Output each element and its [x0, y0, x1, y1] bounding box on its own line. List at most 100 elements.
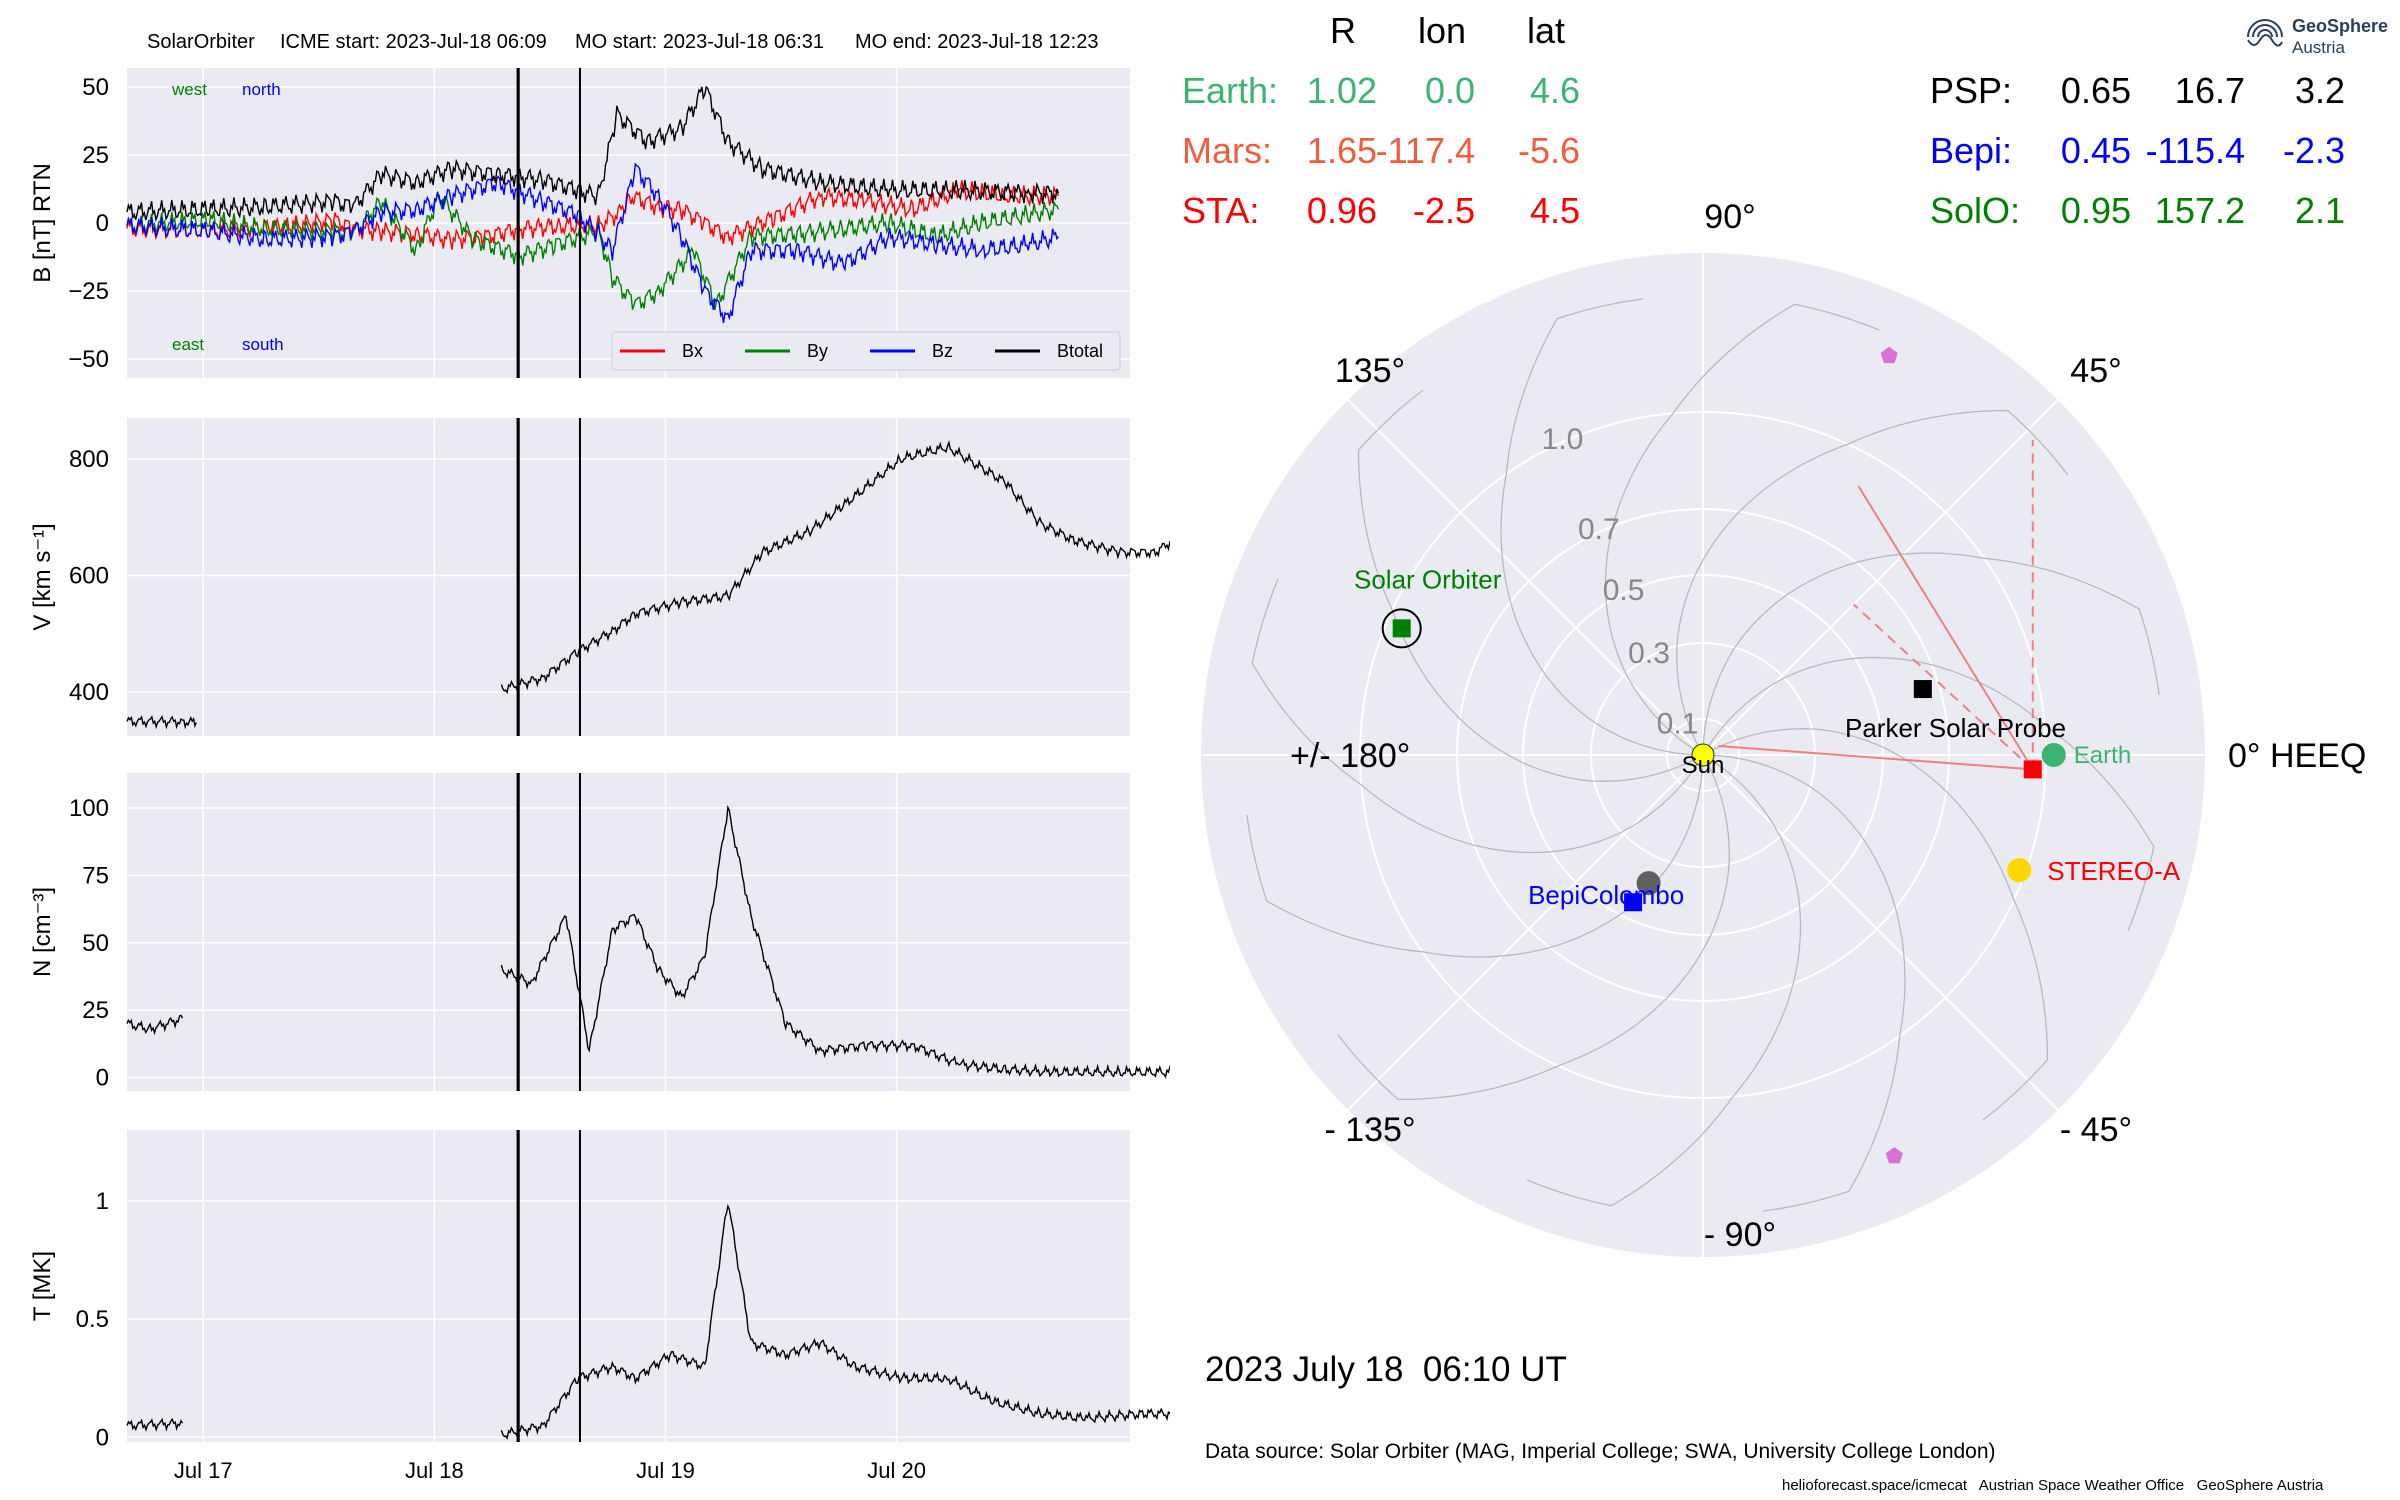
- header-icme-start: ICME start: 2023-Jul-18 06:09: [280, 31, 547, 53]
- temperature-panel: 0 0.5 1 Jul 17 Jul 18 Jul 19 Jul 20 T [MK]: [29, 1130, 1170, 1483]
- annotation-south: south: [242, 335, 284, 354]
- bepicolombo-marker: [1624, 893, 1643, 912]
- magnetic-field-panel: −50 −25 0 25 50 B [nT] RTN: [29, 68, 1130, 378]
- cme-front-line: [1852, 603, 2034, 771]
- parker-spiral: [1604, 303, 1880, 756]
- y-axis-label: N [cm⁻³]: [29, 887, 56, 977]
- timestamp: 2023 July 18 06:10 UT: [1205, 1350, 1567, 1389]
- logo-line2: Austria: [2292, 38, 2345, 57]
- parker-spiral: [1676, 409, 2069, 756]
- timeseries-figure: SolarOrbiter ICME start: 2023-Jul-18 06:…: [29, 31, 1170, 1483]
- series-line: [126, 714, 197, 730]
- parker-spiral: [1702, 728, 2049, 1121]
- solar-orbiter-label: Solar Orbiter: [1354, 564, 1502, 594]
- series-line: [500, 804, 1170, 1079]
- angle-label-45: 45°: [2070, 352, 2121, 390]
- bepicolombo-label: BepiColombo: [1528, 880, 1684, 910]
- radial-label: 0.7: [1578, 513, 1620, 546]
- legend-bz: Bz: [932, 341, 953, 361]
- cme-front-line: [1718, 745, 2033, 771]
- table-cell-lon: -115.4: [2145, 130, 2245, 171]
- parker-solar-probe-label: Parker Solar Probe: [1845, 713, 2066, 743]
- parker-spiral: [1500, 298, 1704, 756]
- parker-spiral: [1357, 389, 1704, 782]
- table-cell-lat: -2.3: [2282, 130, 2345, 171]
- annotation-east: east: [172, 335, 204, 354]
- table-cell-name: Bepi:: [1930, 130, 2013, 171]
- angle-label-180: +/- 180°: [1290, 737, 1410, 775]
- b-legend: Bx By Bz Btotal: [611, 331, 1121, 371]
- table-cell-lat: 2.1: [2294, 190, 2345, 231]
- table-cell-R: 1.02: [1306, 70, 1377, 111]
- parker-spiral: [1526, 754, 1802, 1207]
- earth-marker: [2041, 743, 2066, 767]
- y-tick-label: 0: [96, 210, 109, 237]
- angle-label-0: 0° HEEQ: [2228, 737, 2366, 775]
- stereo-a-marker: [2023, 760, 2042, 779]
- table-cell-lat: 4.5: [1529, 190, 1580, 231]
- body-marker: [1636, 871, 1661, 896]
- y-axis-label: B [nT] RTN: [29, 163, 56, 283]
- radial-label: 0.1: [1657, 708, 1699, 741]
- table-cell-lat: 4.6: [1529, 70, 1580, 111]
- y-tick-label: 50: [82, 930, 109, 957]
- radial-label: 1.0: [1542, 423, 1584, 456]
- table-cell-lon: 157.2: [2154, 190, 2245, 231]
- plot-area: [127, 773, 1130, 1091]
- annotation-north: north: [242, 80, 281, 99]
- x-tick-label: Jul 19: [636, 1458, 695, 1483]
- y-tick-label: 0: [96, 1424, 109, 1451]
- radial-label: 0.5: [1603, 574, 1645, 607]
- legend-by: By: [807, 341, 828, 361]
- header-mo-end: MO end: 2023-Jul-18 12:23: [855, 31, 1099, 53]
- plot-area: [127, 1130, 1130, 1442]
- logo-line1: GeoSphere: [2292, 16, 2389, 36]
- table-cell-R: 0.65: [2060, 70, 2131, 111]
- sun-marker: [1691, 743, 1715, 767]
- table-cell-lon: -2.5: [1412, 190, 1475, 231]
- table-cell-name: Earth:: [1182, 70, 1279, 111]
- table-cell-R: 0.95: [2060, 190, 2131, 231]
- table-cell-R: 0.45: [2060, 130, 2131, 171]
- y-tick-label: 800: [69, 446, 109, 473]
- table-cell-lon: -117.4: [1375, 130, 1475, 171]
- series-line: [126, 1417, 184, 1432]
- y-tick-label: 1: [96, 1188, 109, 1215]
- parker-spiral: [1337, 754, 1730, 1101]
- position-table: R lon lat Earth: 1.02 0.0 4.6 Mars: 1.65 -117.…: [0, 0, 2400, 260]
- series-line: [126, 1014, 184, 1036]
- parker-solar-probe-marker: [1913, 680, 1932, 699]
- stereo-a-label: STEREO-A: [2047, 856, 2181, 886]
- table-cell-name: STA:: [1182, 190, 1260, 231]
- col-header-lon: lon: [1418, 10, 1467, 51]
- angle-label-90: 90°: [1704, 200, 1755, 236]
- y-tick-label: 0: [96, 1065, 109, 1092]
- table-cell-name: SolO:: [1930, 190, 2021, 231]
- col-header-lat: lat: [1527, 10, 1566, 51]
- y-tick-label: 400: [69, 679, 109, 706]
- table-cell-lat: 3.2: [2294, 70, 2345, 111]
- y-tick-label: 25: [82, 142, 109, 169]
- angle-label-135: 135°: [1335, 352, 1405, 390]
- parker-spiral: [1702, 656, 2155, 932]
- angle-label-minus-135: - 135°: [1324, 1111, 1415, 1149]
- pentagon-marker: [1880, 346, 1898, 364]
- y-tick-label: 100: [69, 795, 109, 822]
- table-cell-lon: 0.0: [1424, 70, 1475, 111]
- solo-highlight-ring: [1381, 608, 1422, 649]
- sun-label: Sun: [1682, 752, 1725, 779]
- x-tick-label: Jul 20: [867, 1458, 926, 1483]
- x-tick-label: Jul 17: [174, 1458, 233, 1483]
- series-line: [500, 1203, 1170, 1440]
- y-tick-label: 0.5: [76, 1306, 109, 1333]
- col-header-r: R: [1330, 10, 1356, 51]
- y-axis-label: T [MK]: [29, 1251, 56, 1321]
- legend-bx: Bx: [682, 341, 703, 361]
- parker-spiral: [1251, 578, 1704, 854]
- y-axis-label: V [km s⁻¹]: [29, 523, 56, 630]
- radial-label: 0.3: [1628, 637, 1670, 670]
- velocity-panel: 400 600 800 V [km s⁻¹]: [29, 418, 1170, 736]
- x-tick-label: Jul 18: [405, 1458, 464, 1483]
- parker-spiral: [1702, 754, 1906, 1212]
- series-line: [500, 440, 1170, 695]
